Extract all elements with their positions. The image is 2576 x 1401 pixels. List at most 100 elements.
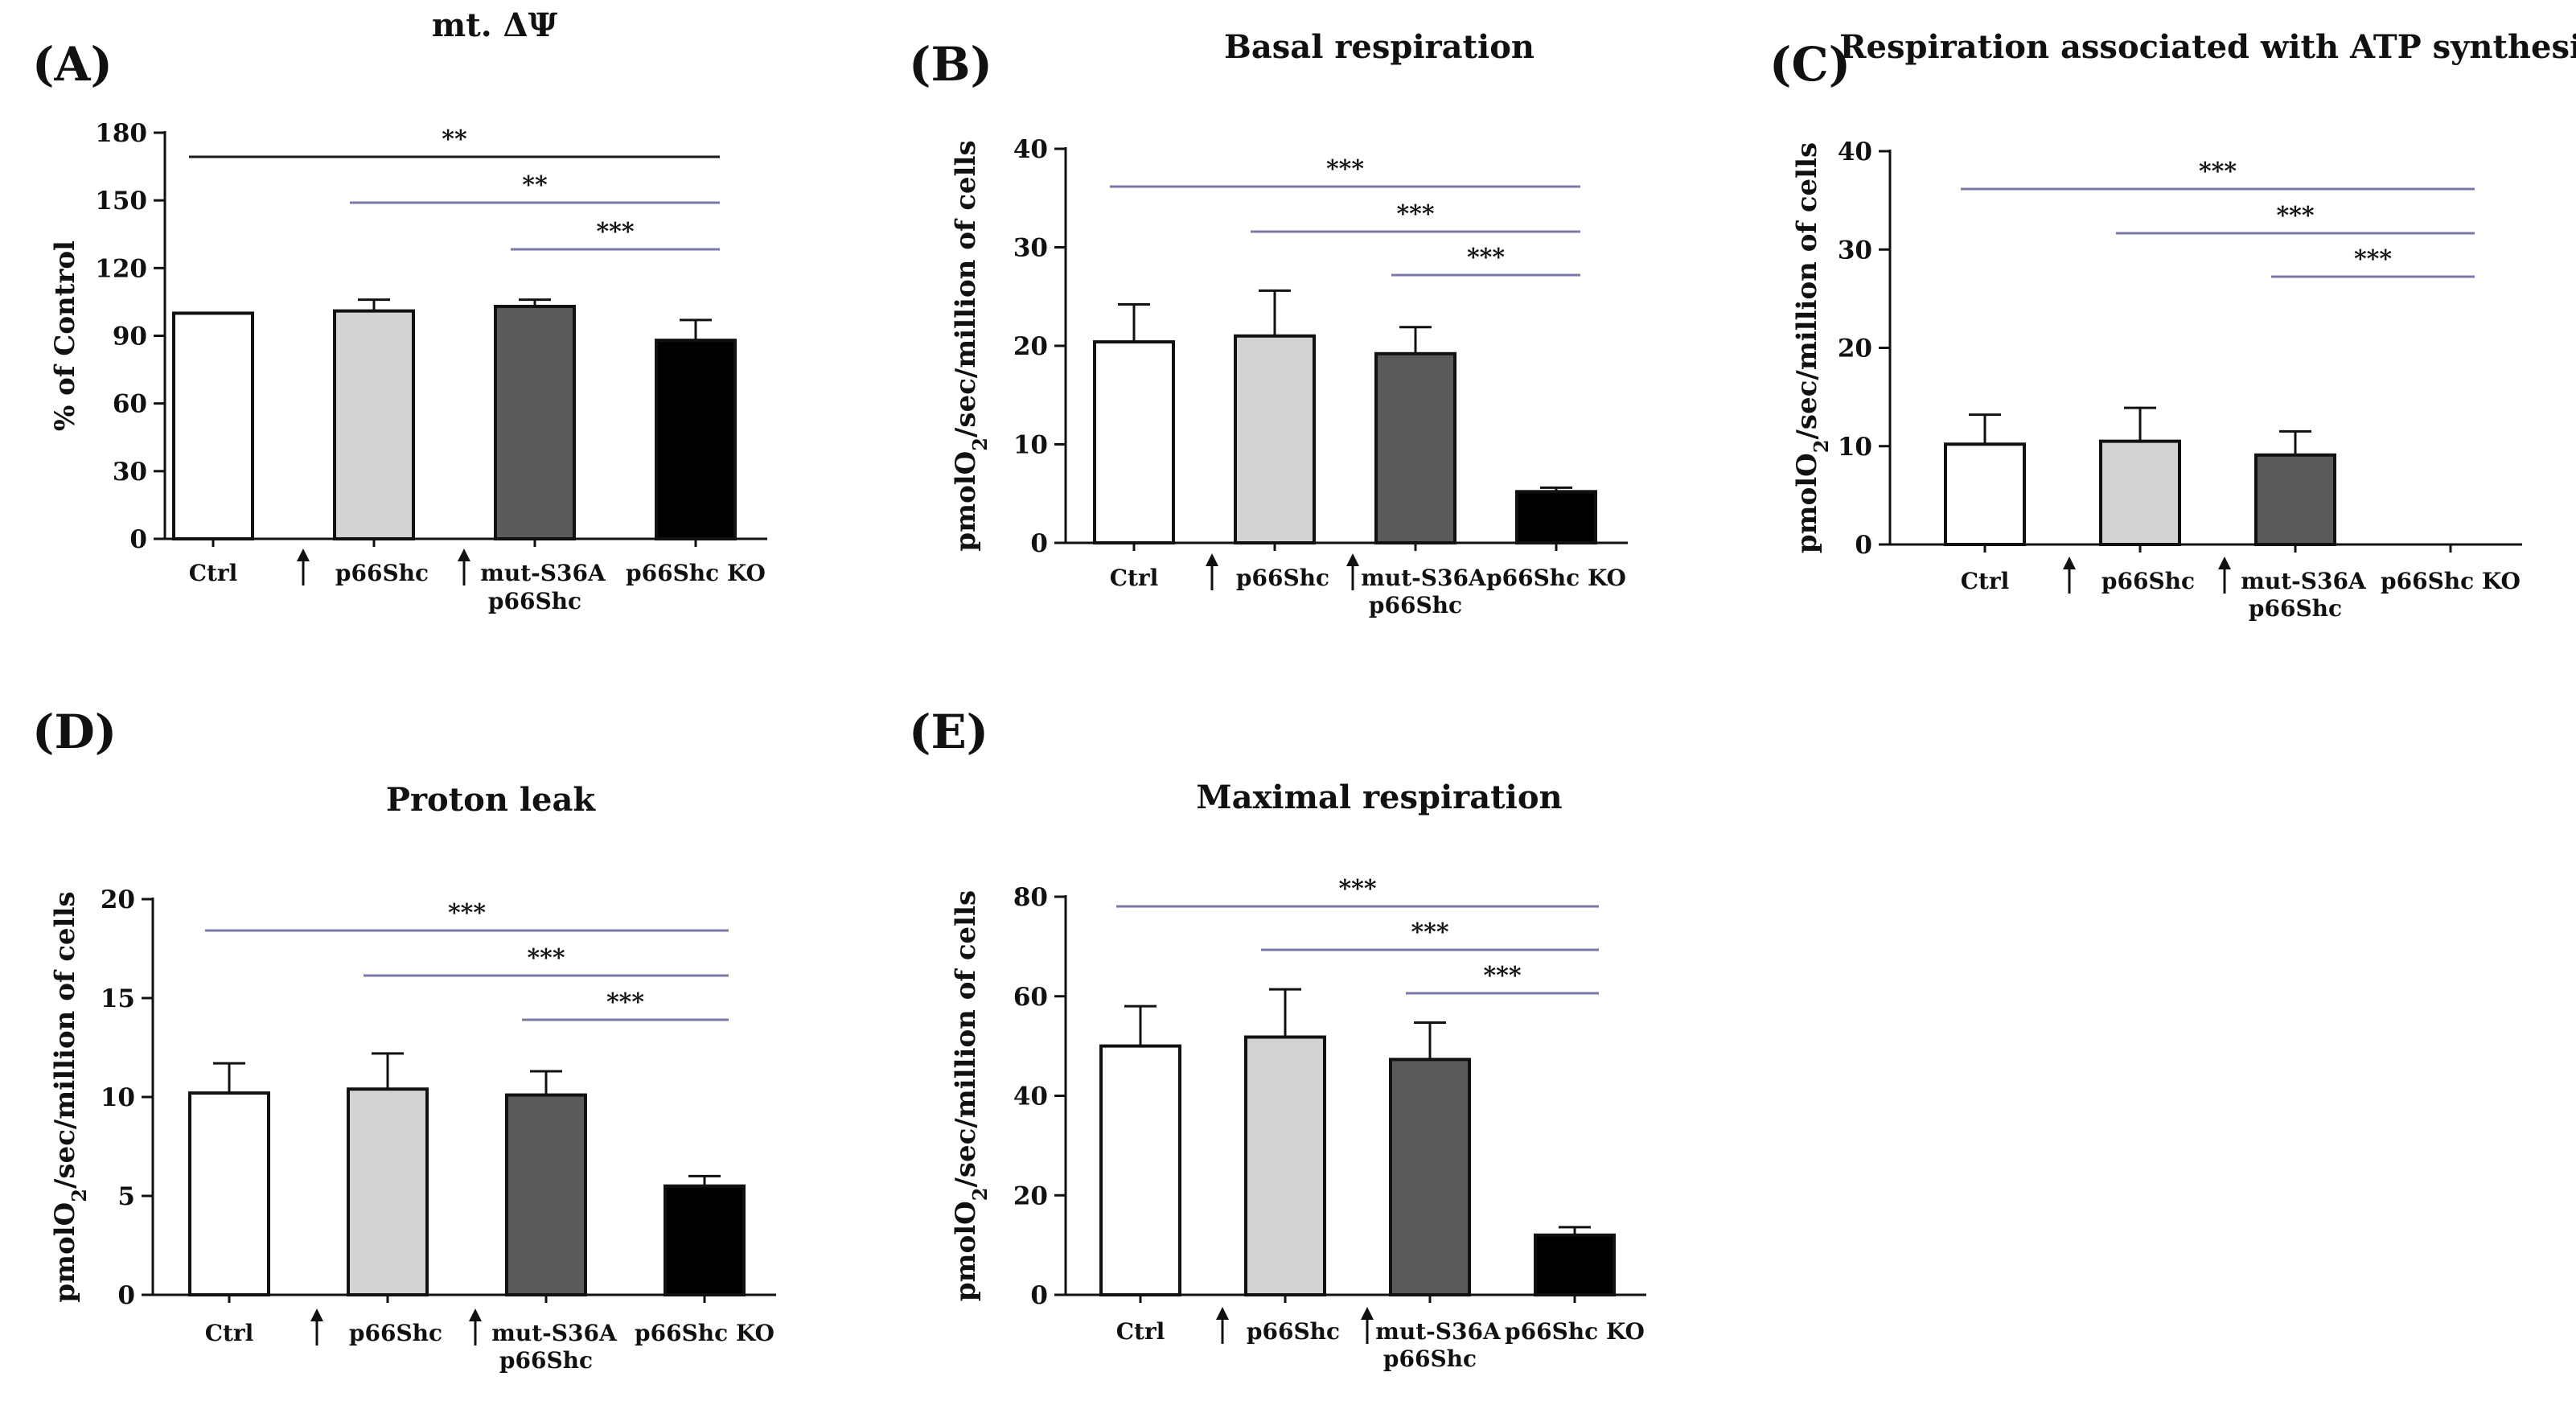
chart-title: mt. ΔΨ <box>432 6 558 44</box>
category-label: p66Shc KO <box>635 1320 774 1346</box>
up-arrow-icon <box>1361 1307 1374 1344</box>
category-label: Ctrl <box>205 1320 254 1346</box>
y-tick-label: 0 <box>1030 529 1048 558</box>
y-tick-label: 10 <box>1013 431 1048 460</box>
y-axis-label: pmolO2/sec/million of cells <box>950 890 992 1301</box>
bar <box>172 311 254 540</box>
bar <box>188 1091 270 1296</box>
bar <box>2099 439 2181 547</box>
category-label: p66Shc <box>499 1347 593 1374</box>
bar <box>1515 490 1597 544</box>
up-arrow-icon <box>1206 553 1218 590</box>
y-axis-label: pmolO2/sec/million of cells <box>950 140 992 551</box>
significance-label: ** <box>522 171 548 199</box>
y-axis-label: pmolO2/sec/million of cells <box>1791 142 1833 553</box>
y-tick-label: 120 <box>95 254 147 283</box>
bar <box>1389 1058 1471 1297</box>
category-label: mut-S36A <box>1361 565 1487 591</box>
category-label: Ctrl <box>189 560 238 586</box>
bar <box>1944 442 2026 546</box>
bar <box>1374 351 1456 544</box>
bar <box>2254 453 2336 546</box>
y-tick-label: 40 <box>1838 138 1872 166</box>
significance-label: *** <box>596 218 634 246</box>
y-tick-label: 5 <box>117 1182 135 1211</box>
category-label: p66Shc <box>2249 595 2342 622</box>
y-tick-label: 20 <box>1013 1181 1048 1210</box>
significance-label: *** <box>2276 202 2314 230</box>
y-tick-label: 10 <box>101 1083 135 1112</box>
category-label: p66Shc <box>1236 565 1329 591</box>
chart-panel-c: (C)Respiration associated with ATP synth… <box>1769 28 2576 622</box>
y-tick-label: 0 <box>1855 531 1872 560</box>
significance-label: *** <box>527 944 565 972</box>
chart-panel-a: (A) mt. ΔΨ % of Control 0 30 60 90 120 150 180 Ctr… <box>32 6 767 614</box>
bar <box>1234 334 1316 544</box>
bar <box>333 309 415 540</box>
category-label: Ctrl <box>1961 568 2010 594</box>
category-label: mut-S36A <box>480 560 606 586</box>
bar <box>1099 1044 1181 1296</box>
category-label: p66Shc <box>335 560 429 586</box>
chart-title: Respiration associated with ATP synthesi… <box>1839 28 2576 66</box>
y-axis-label: pmolO2/sec/million of cells <box>49 891 91 1302</box>
bar <box>664 1184 746 1296</box>
significance-label: *** <box>1326 155 1364 183</box>
up-arrow-icon <box>1346 553 1359 590</box>
up-arrow-icon <box>1216 1307 1229 1344</box>
bar <box>1534 1233 1616 1296</box>
significance-label: *** <box>606 988 644 1017</box>
y-tick-label: 40 <box>1013 1083 1048 1111</box>
chart-title: Maximal respiration <box>1196 779 1562 816</box>
category-label: p66Shc <box>1247 1318 1340 1345</box>
significance-label: *** <box>1483 962 1521 990</box>
category-label: mut-S36A <box>2241 568 2367 594</box>
category-label: mut-S36A <box>1375 1318 1502 1345</box>
y-tick-label: 30 <box>1838 236 1872 265</box>
chart-panel-e: (E) Maximal respiration pmolO2/sec/million… <box>909 705 1646 1372</box>
y-tick-label: 180 <box>95 119 147 148</box>
significance-label: *** <box>2354 245 2392 273</box>
category-label: mut-S36A <box>491 1320 618 1346</box>
y-tick-label: 60 <box>113 390 147 419</box>
category-label: p66Shc <box>2101 568 2195 594</box>
y-tick-label: 30 <box>1013 234 1048 263</box>
y-tick-label: 20 <box>1838 335 1872 364</box>
category-label: p66Shc <box>488 588 581 614</box>
panel-label: (A) <box>32 37 113 92</box>
category-label: p66Shc KO <box>1486 565 1626 591</box>
chart-title: Basal respiration <box>1224 28 1535 66</box>
significance-label: *** <box>1396 200 1434 228</box>
chart-panel-d: (D) Proton leak pmolO2/sec/million of cell… <box>32 705 776 1374</box>
bar <box>505 1093 587 1297</box>
up-arrow-icon <box>458 548 470 585</box>
y-tick-label: 40 <box>1013 135 1048 164</box>
y-tick-label: 0 <box>1030 1281 1048 1310</box>
up-arrow-icon <box>2063 557 2076 594</box>
category-label: p66Shc <box>1369 592 1462 618</box>
up-arrow-icon <box>2218 557 2231 594</box>
bar <box>1093 340 1175 544</box>
y-tick-label: 150 <box>95 187 147 216</box>
panel-label: (B) <box>909 37 992 92</box>
bar <box>1244 1035 1326 1297</box>
y-tick-label: 30 <box>113 458 147 487</box>
category-label: p66Shc KO <box>1505 1318 1645 1345</box>
significance-label: *** <box>1338 875 1376 903</box>
up-arrow-icon <box>469 1309 482 1346</box>
significance-label: ** <box>442 125 467 154</box>
category-label: Ctrl <box>1110 565 1159 591</box>
up-arrow-icon <box>310 1309 323 1346</box>
significance-label: *** <box>2199 158 2237 186</box>
category-label: Ctrl <box>1116 1318 1165 1345</box>
y-tick-label: 20 <box>1013 332 1048 361</box>
bar <box>655 339 737 540</box>
significance-label: *** <box>448 899 486 927</box>
y-tick-label: 80 <box>1013 883 1048 912</box>
panel-label: (D) <box>32 705 117 759</box>
y-tick-label: 0 <box>117 1281 135 1310</box>
up-arrow-icon <box>297 548 310 585</box>
y-tick-label: 20 <box>101 885 135 914</box>
bar <box>347 1087 429 1297</box>
